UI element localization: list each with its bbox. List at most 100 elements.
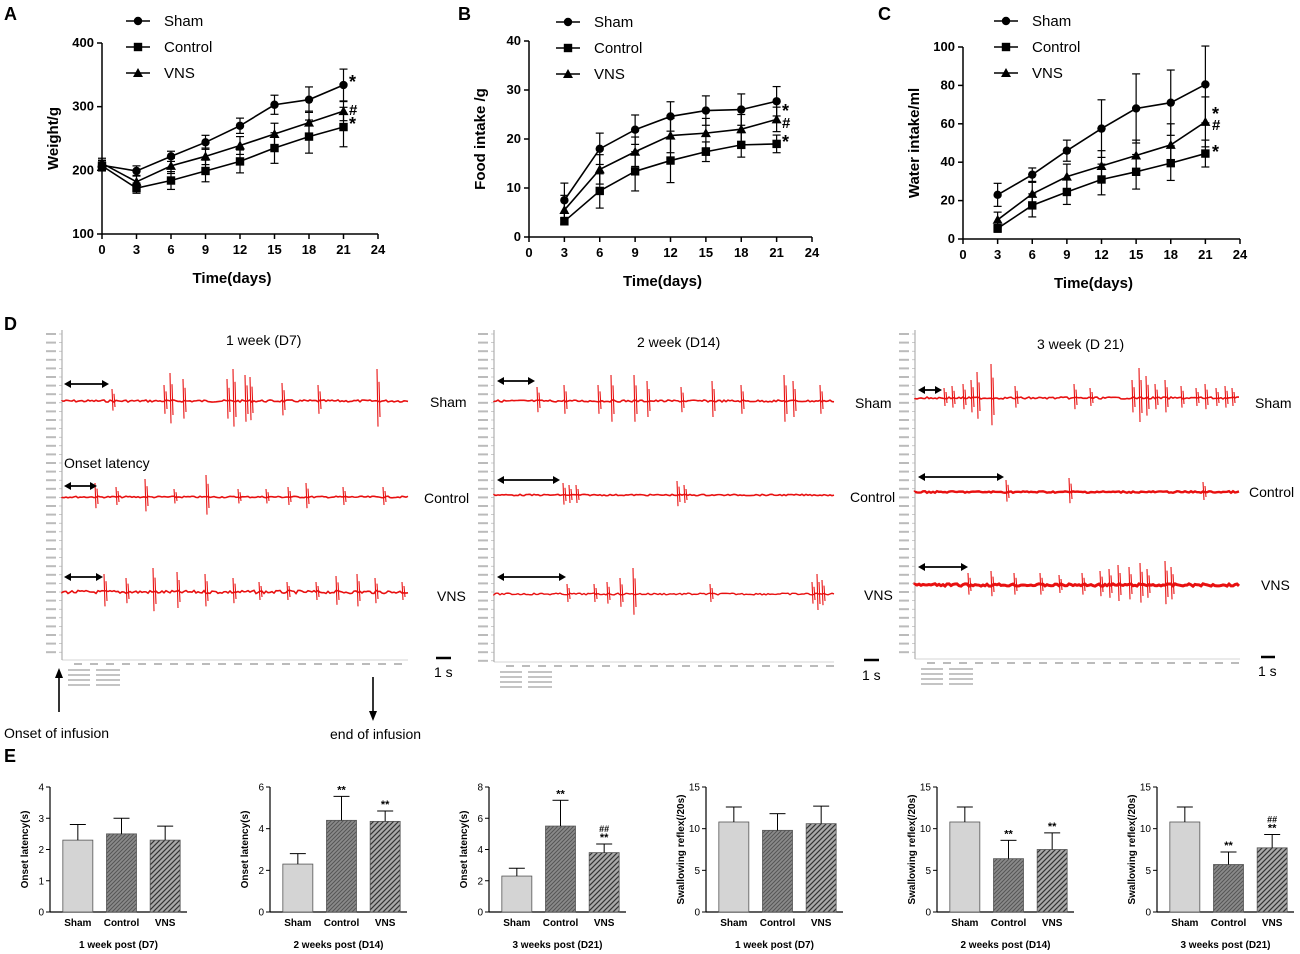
recording-spike (401, 581, 406, 601)
recording-title-week1: 1 week (D7) (226, 332, 301, 348)
significance-mark: ** (1224, 840, 1233, 852)
y-tick-label: 1 (38, 876, 44, 887)
data-point-vns (235, 140, 245, 150)
recording-spike (176, 571, 181, 609)
recording-tick-text (46, 505, 56, 507)
y-tick-label: 40 (507, 33, 521, 48)
recording-time-tick (666, 665, 674, 667)
recording-tick-text (46, 470, 56, 473)
y-tick-label: 4 (258, 824, 264, 835)
y-tick-label: 15 (689, 783, 701, 794)
row-label-control-3: Control (1249, 484, 1294, 500)
x-tick-label: VNS (1262, 918, 1283, 929)
recording-time-tick (698, 665, 706, 667)
y-tick-label: 8 (477, 783, 483, 794)
x-tick-label: 6 (167, 242, 174, 257)
y-tick-label: 4 (477, 845, 483, 856)
recording-spike (646, 380, 651, 418)
data-point-control (1131, 167, 1141, 176)
recording-tick-text (46, 367, 56, 370)
x-tick-label: 3 (561, 245, 568, 260)
recording-spike (976, 371, 981, 419)
y-tick-label: 100 (933, 39, 955, 54)
recording-info-text (96, 684, 120, 686)
legend-label: Sham (594, 14, 633, 31)
data-point-control (1201, 149, 1210, 158)
x-tick-label: 24 (805, 245, 820, 260)
x-tick-label: VNS (155, 918, 176, 929)
data-point-vns (1165, 139, 1176, 149)
bar-vns (369, 820, 401, 913)
recording-time-tick (1167, 662, 1175, 664)
recording-time-tick (1023, 662, 1031, 664)
recording-time-tick (506, 665, 514, 667)
recording-info-text (921, 668, 943, 670)
data-point-vns (630, 146, 641, 156)
recording-time-tick (975, 662, 983, 664)
recording-spike (676, 480, 681, 507)
y-tick-label: 10 (1140, 824, 1152, 835)
legend-label: Control (164, 39, 212, 56)
recording-tick-text (478, 651, 488, 654)
data-point-control (595, 186, 604, 196)
recording-tick-text (899, 470, 909, 473)
data-point-sham (993, 190, 1002, 200)
latency-arrow-head (497, 573, 504, 581)
bar-vns (149, 839, 181, 913)
recording-time-tick (346, 663, 354, 665)
recording-spike (163, 384, 168, 414)
x-tick-label: 15 (267, 242, 281, 257)
recording-tick-text (478, 522, 488, 525)
scale-bar-label-2: 1 s (862, 667, 881, 683)
x-tick-label: 18 (734, 245, 748, 260)
significance-mark: ## (1267, 815, 1277, 825)
recording-tick-text (46, 419, 56, 421)
recording-time-tick (826, 665, 834, 667)
recording-tick-text (46, 651, 56, 654)
data-point-control (201, 166, 210, 176)
end-of-infusion-label: end of infusion (330, 726, 421, 742)
recording-info-text (921, 678, 943, 680)
recording-time-tick (1007, 662, 1015, 664)
recording-spike (1202, 481, 1207, 501)
recording-time-tick (943, 662, 951, 664)
x-tick-label: 12 (1094, 247, 1108, 262)
recording-tick-text (46, 522, 56, 525)
x-axis-title: 2 weeks post (D14) (960, 940, 1050, 951)
row-label-sham-3-left: Sham (855, 395, 892, 411)
y-tick-label: 60 (941, 116, 955, 131)
data-point-sham (1097, 124, 1106, 133)
recording-tick-text (46, 358, 56, 361)
data-point-vns (1061, 171, 1072, 181)
recording-time-tick (234, 663, 242, 665)
recording-time-tick (746, 665, 754, 667)
recording-time-tick (730, 665, 738, 667)
x-tick-label: 12 (233, 242, 247, 257)
recording-time-tick (634, 665, 642, 667)
y-tick-label: 0 (514, 229, 521, 244)
recording-time-tick (1183, 662, 1191, 664)
recording-spike (967, 572, 972, 595)
recording-spike (575, 484, 580, 504)
panel-label-c: C (878, 4, 891, 24)
x-tick-label: VNS (594, 918, 615, 929)
y-tick-label: 0 (38, 908, 44, 919)
recording-spike (990, 570, 995, 597)
recording-info-text (500, 676, 522, 678)
recording-spike (204, 573, 209, 607)
x-tick-label: 3 (133, 242, 140, 257)
recording-spike (94, 482, 99, 509)
recording-tick-text (46, 573, 56, 576)
recording-spike (1146, 568, 1151, 598)
recording-spike (606, 581, 611, 604)
recording-tick-text (46, 591, 56, 593)
recording-spike (1128, 566, 1133, 600)
recording-spike (173, 488, 178, 504)
recording-spike (821, 579, 826, 606)
recording-info-text (68, 679, 90, 681)
data-point-sham (1201, 80, 1210, 89)
data-point-vns (200, 151, 211, 161)
recording-time-tick (298, 663, 306, 665)
data-point-control (737, 140, 746, 150)
recording-tick-text (899, 333, 909, 335)
